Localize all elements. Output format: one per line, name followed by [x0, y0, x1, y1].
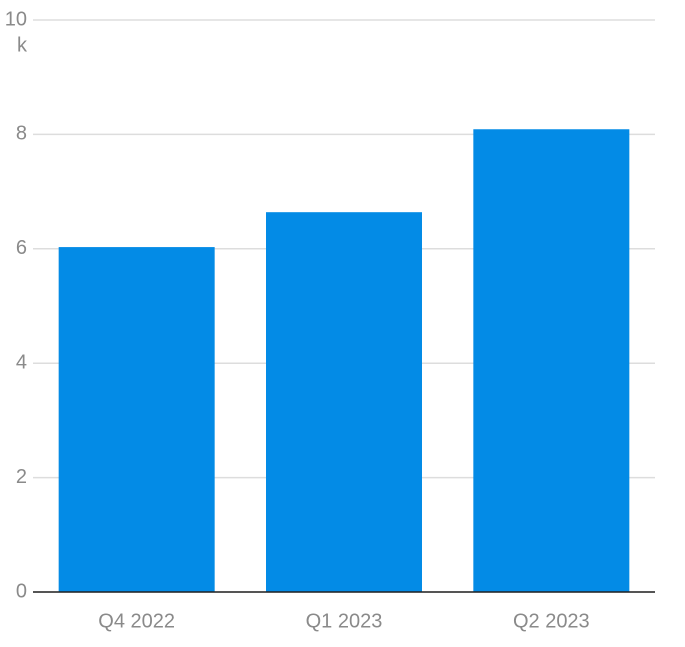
bar [473, 129, 630, 592]
y-tick-label: 2 [16, 466, 27, 488]
y-tick-label: 4 [16, 351, 27, 373]
y-unit: k [17, 34, 28, 56]
x-tick-label: Q2 2023 [513, 610, 590, 632]
y-tick-label: 6 [16, 237, 27, 259]
x-tick-label: Q4 2022 [98, 610, 175, 632]
y-tick-label: 8 [16, 123, 27, 145]
x-tick-label: Q1 2023 [306, 610, 383, 632]
bar [58, 247, 215, 593]
bar [266, 212, 422, 592]
y-tick-label: 0 [16, 580, 27, 602]
y-tick-label: 10 [5, 8, 27, 30]
